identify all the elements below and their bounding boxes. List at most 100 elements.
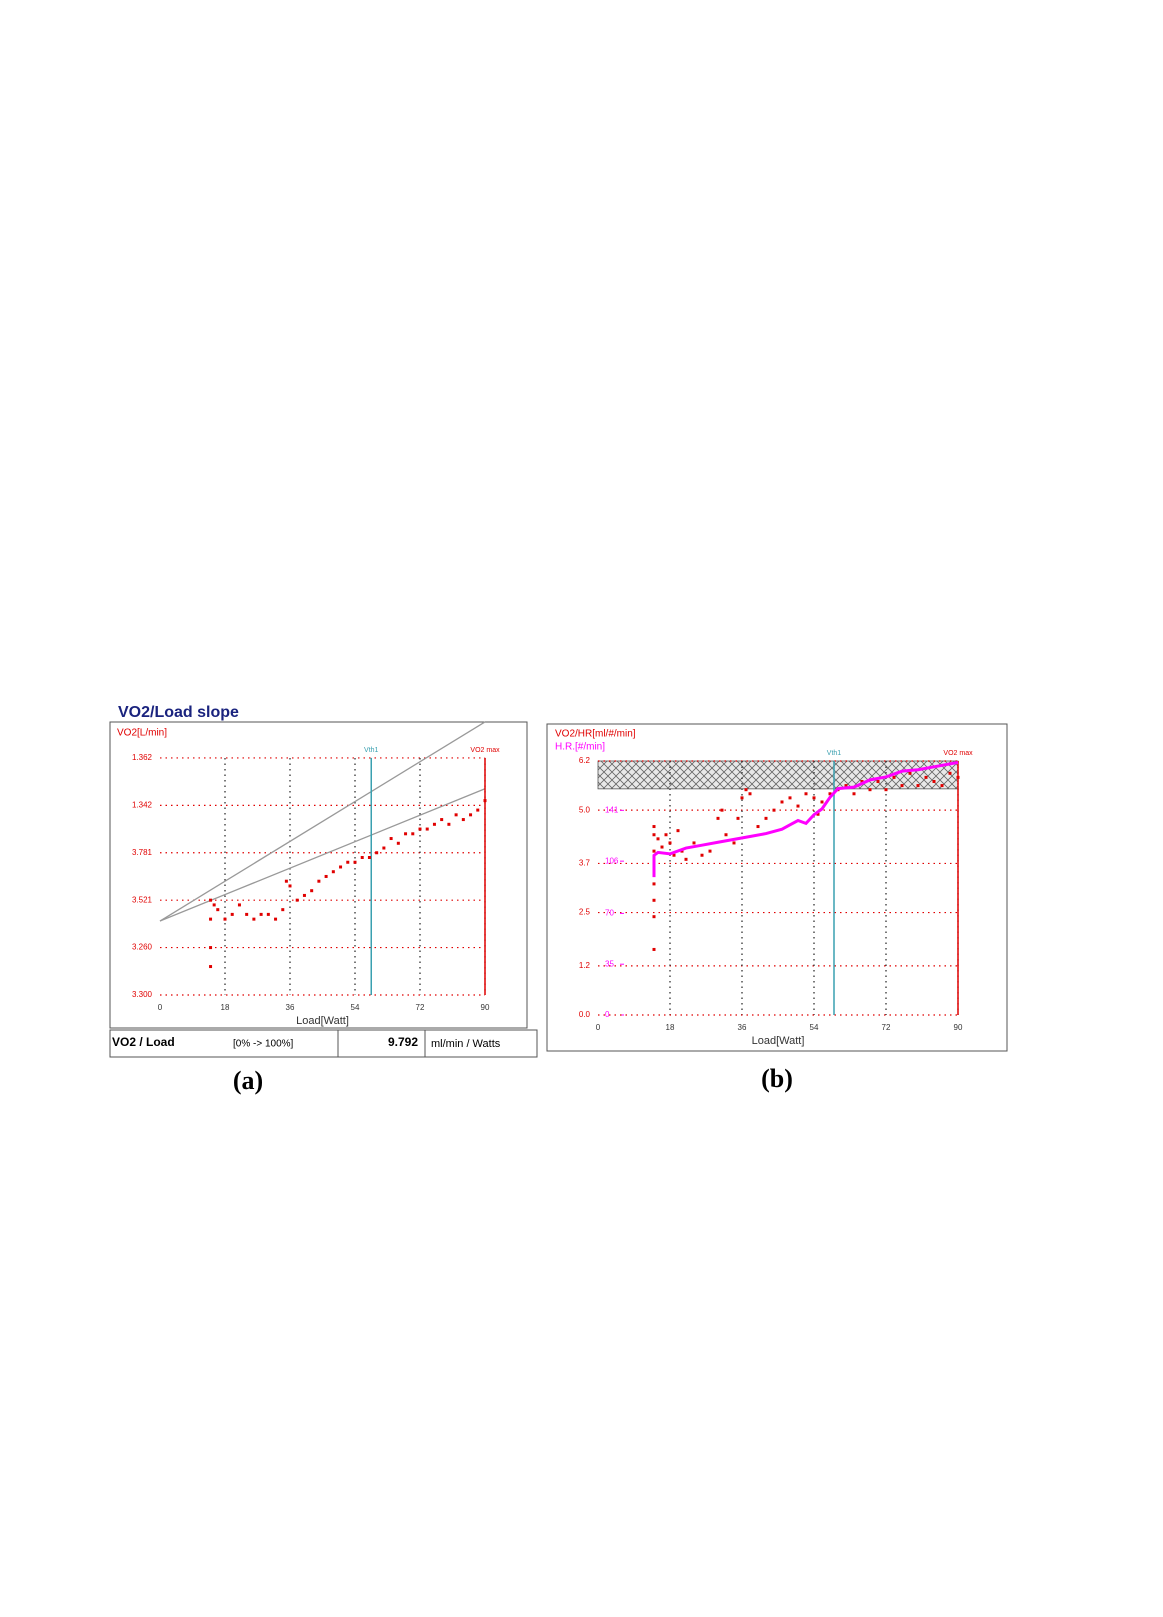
x-tick-label: 72 [882,1023,891,1032]
scatter-point [724,833,728,837]
scatter-point [676,829,680,833]
scatter-point [828,792,832,796]
y-tick-label: 0.0 [579,1010,591,1019]
marker-label: VO2 max [470,747,500,754]
scatter-point [266,912,270,916]
y2-tick-label: 35 [605,959,614,968]
scatter-point [852,792,856,796]
scatter-point [796,804,800,808]
scatter-point [788,796,792,800]
scatter-point [317,879,321,883]
scatter-point [346,860,350,864]
x-tick-label: 90 [481,1003,490,1012]
summary-unit: ml/min / Watts [431,1038,501,1050]
scatter-point [396,841,400,845]
scatter-point [908,771,912,775]
scatter-point [660,845,664,849]
y2-tick-label: 70 [605,909,614,918]
x-tick-label: 36 [286,1003,295,1012]
scatter-point [764,816,768,820]
scatter-point [375,851,379,855]
marker-label: VO2 max [943,750,973,757]
x-tick-label: 36 [738,1023,747,1032]
scatter-point [209,898,213,902]
y-tick-label: 1.362 [132,753,153,762]
y-axis-label: VO2/HR[ml/#/min] [555,729,636,740]
y2-tick-label: 141 [605,805,619,814]
summary-box [109,1029,538,1058]
scatter-point [884,788,888,792]
scatter-point [772,808,776,812]
scatter-point [353,860,357,864]
scatter-point [736,816,740,820]
scatter-point [700,853,704,857]
y-tick-label: 1.342 [132,800,153,809]
scatter-point [230,912,234,916]
scatter-point [932,779,936,783]
scatter-point [223,917,227,921]
scatter-point [425,827,429,831]
scatter-point [892,775,896,779]
scatter-point [310,889,314,893]
scatter-point [216,908,220,912]
scatter-point [302,893,306,897]
scatter-point [652,882,656,886]
marker-label: Vth1 [827,750,842,757]
scatter-point [924,775,928,779]
x-tick-label: 90 [954,1023,963,1032]
scatter-point [411,832,415,836]
scatter-point [816,812,820,816]
scatter-point [284,879,288,883]
scatter-point [716,816,720,820]
x-tick-label: 54 [810,1023,819,1032]
scatter-point [652,947,656,951]
scatter-point [748,792,752,796]
x-tick-label: 18 [221,1003,230,1012]
scatter-point [844,784,848,788]
scatter-point [476,808,480,812]
reference-line [159,721,486,922]
line-series [652,760,959,878]
scatter-point [339,865,343,869]
scatter-point [360,856,364,859]
scatter-point [652,849,656,853]
scatter-point [281,908,285,912]
chart-title: VO2/Load slope [118,704,239,721]
x-axis-label: Load[Watt] [752,1035,805,1047]
x-tick-label: 18 [666,1023,675,1032]
scatter-point [652,898,656,902]
scatter-point [812,796,816,800]
scatter-point [209,965,213,969]
scatter-point [720,808,724,812]
summary-range: [0% -> 100%] [233,1039,294,1050]
y2-tick-label: 106 [605,856,619,865]
y-tick-label: 6.2 [579,756,591,765]
y-tick-label: 1.2 [579,961,591,970]
y-tick-label: 5.0 [579,805,591,814]
scatter-point [245,912,249,916]
shaded-band [597,760,959,790]
scatter-point [684,857,688,861]
y2-tick-label: 0 [605,1010,610,1019]
scatter-point [404,832,408,836]
scatter-point [756,825,760,829]
scatter-point [324,874,328,878]
scatter-point [656,837,660,841]
y-tick-label: 3.781 [132,848,153,857]
chart-frame [109,721,528,1029]
scatter-point [367,856,371,859]
scatter-point [454,813,458,817]
scatter-point [692,841,696,845]
y-tick-label: 3.7 [579,859,591,868]
y-axis-label: VO2[L/min] [117,728,167,739]
scatter-point [672,853,676,857]
scatter-point [804,792,808,796]
scatter-point [740,796,744,800]
summary-label: VO2 / Load [112,1035,175,1049]
scatter-point [940,784,944,788]
x-axis-label: Load[Watt] [296,1015,349,1027]
y-tick-label: 2.5 [579,908,591,917]
scatter-point [708,849,712,853]
scatter-point [948,771,952,775]
